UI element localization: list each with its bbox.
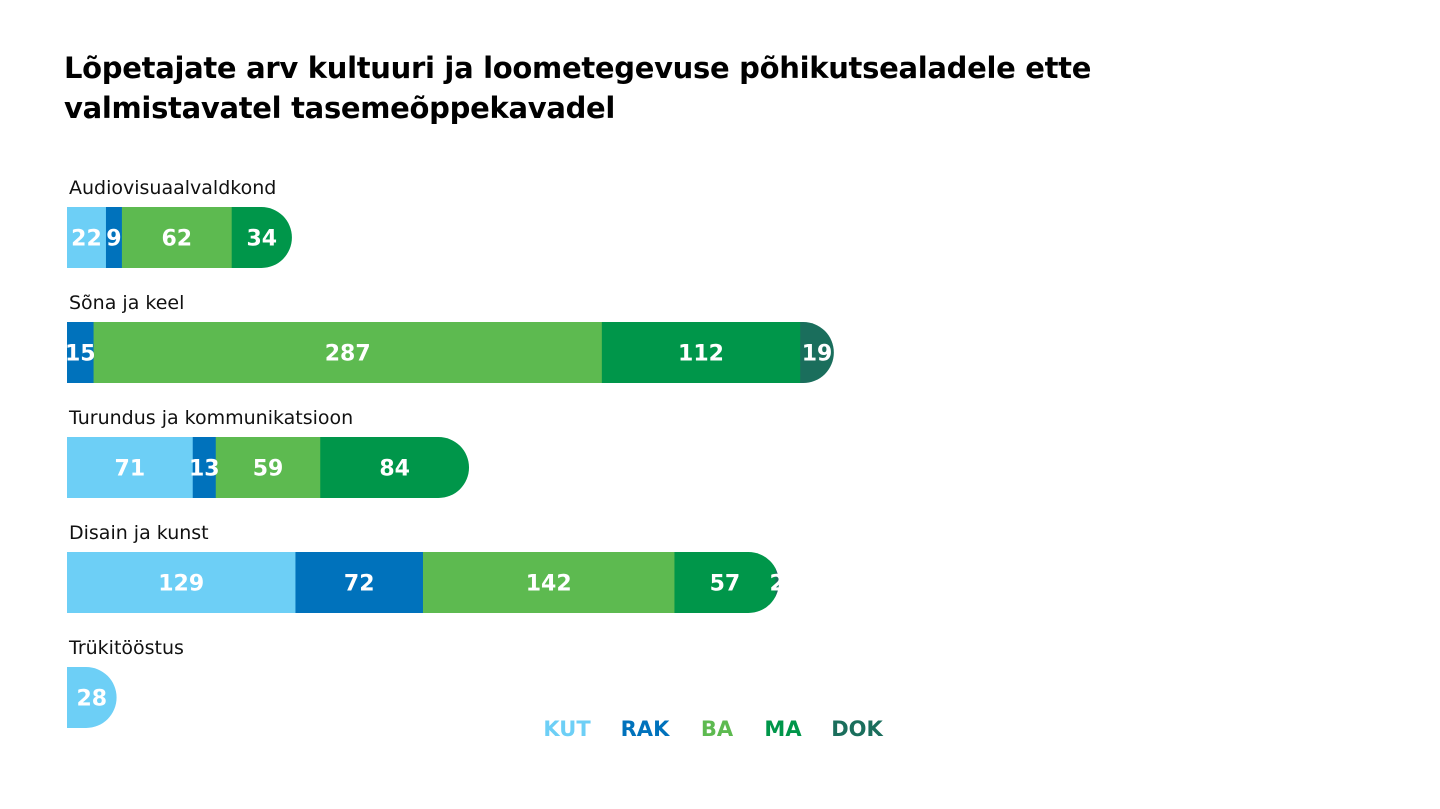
data-label: 142	[526, 572, 572, 597]
legend-item-ma: MA	[764, 717, 802, 741]
bar-row	[67, 667, 117, 728]
bar-segment-ba	[422, 552, 675, 613]
chart-title: Lõpetajate arv kultuuri ja loometegevuse…	[64, 51, 1092, 125]
bar-segment-ba	[121, 207, 233, 268]
category-label: Trükitööstus	[68, 637, 184, 659]
bar-segment-kut	[67, 207, 107, 268]
bar-segment-rak	[192, 437, 217, 498]
legend-item-kut: KUT	[543, 717, 591, 741]
data-label: 57	[710, 572, 741, 597]
bar-segment-dok	[775, 552, 779, 613]
data-label: 72	[344, 572, 375, 597]
legend-item-rak: RAK	[621, 717, 670, 741]
bar-segment-ma	[674, 552, 776, 613]
bar-row	[67, 322, 834, 383]
data-label: 59	[253, 457, 284, 482]
bar-segment-ma	[231, 207, 292, 268]
category-label: Audiovisuaalvaldkond	[69, 177, 276, 199]
data-label: 19	[802, 342, 833, 367]
bar-row	[67, 552, 779, 613]
data-label: 22	[71, 227, 102, 252]
data-label: 84	[379, 457, 410, 482]
bar-segment-rak	[295, 552, 424, 613]
bar-segment-kut	[67, 552, 296, 613]
bar-segment-rak	[67, 322, 95, 383]
data-label: 34	[246, 227, 277, 252]
data-label: 71	[115, 457, 146, 482]
data-label: 2	[770, 572, 785, 597]
data-label: 9	[106, 227, 121, 252]
bar-segment-ma	[601, 322, 801, 383]
category-label: Sõna ja keel	[69, 292, 184, 314]
bar-segment-ba	[215, 437, 321, 498]
bar-segment-kut	[67, 667, 117, 728]
bar-segment-kut	[67, 437, 194, 498]
category-label: Turundus ja kommunikatsioon	[68, 407, 353, 429]
data-label: 15	[65, 342, 96, 367]
bar-segment-rak	[105, 207, 123, 268]
data-label: 62	[161, 227, 192, 252]
category-label: Disain ja kunst	[69, 522, 209, 544]
legend-item-dok: DOK	[831, 717, 883, 741]
data-label: 129	[158, 572, 204, 597]
data-label: 287	[325, 342, 371, 367]
bar-row	[67, 437, 470, 498]
bar-segment-ba	[93, 322, 603, 383]
data-label: 28	[76, 687, 107, 712]
bar-segment-ma	[320, 437, 470, 498]
bar-row	[67, 207, 292, 268]
data-label: 112	[678, 342, 724, 367]
data-label: 13	[189, 457, 220, 482]
legend-item-ba: BA	[701, 717, 734, 741]
